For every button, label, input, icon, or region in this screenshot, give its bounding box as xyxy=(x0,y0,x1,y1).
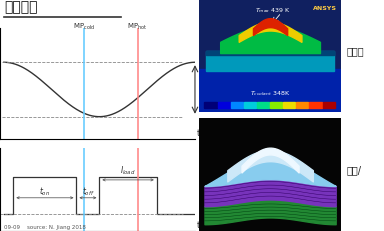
Text: MP$_{\rm hot}$: MP$_{\rm hot}$ xyxy=(127,22,148,32)
Text: 測試原理: 測試原理 xyxy=(4,0,37,14)
Bar xyxy=(218,103,230,109)
Text: $T_{max}$ 439 K: $T_{max}$ 439 K xyxy=(255,6,291,15)
Text: $t_{on}$: $t_{on}$ xyxy=(39,185,51,197)
Text: 09-09    source: N. Jiang 2018: 09-09 source: N. Jiang 2018 xyxy=(4,224,86,229)
Text: t: t xyxy=(197,128,200,137)
Bar xyxy=(323,103,334,109)
Bar xyxy=(296,103,308,109)
Text: $t_{off}$: $t_{off}$ xyxy=(81,185,94,197)
Text: $T_{coolant}$ 348K: $T_{coolant}$ 348K xyxy=(250,89,290,97)
Bar xyxy=(199,70,341,112)
Text: $I_{load}$: $I_{load}$ xyxy=(120,164,136,176)
Text: ANSYS: ANSYS xyxy=(313,6,337,11)
Text: MP$_{\rm cold}$: MP$_{\rm cold}$ xyxy=(73,22,95,32)
Bar xyxy=(270,103,282,109)
Bar xyxy=(257,103,269,109)
Text: $\Delta T_j$: $\Delta T_j$ xyxy=(199,84,213,97)
Bar xyxy=(310,103,321,109)
Bar xyxy=(206,52,334,56)
Text: t: t xyxy=(197,220,200,229)
Text: 內部溫: 內部溫 xyxy=(346,46,364,55)
Bar xyxy=(244,103,256,109)
Bar xyxy=(231,103,243,109)
Text: 應力/: 應力/ xyxy=(346,164,361,174)
Bar xyxy=(206,52,334,72)
Bar xyxy=(204,103,217,109)
Bar xyxy=(283,103,295,109)
